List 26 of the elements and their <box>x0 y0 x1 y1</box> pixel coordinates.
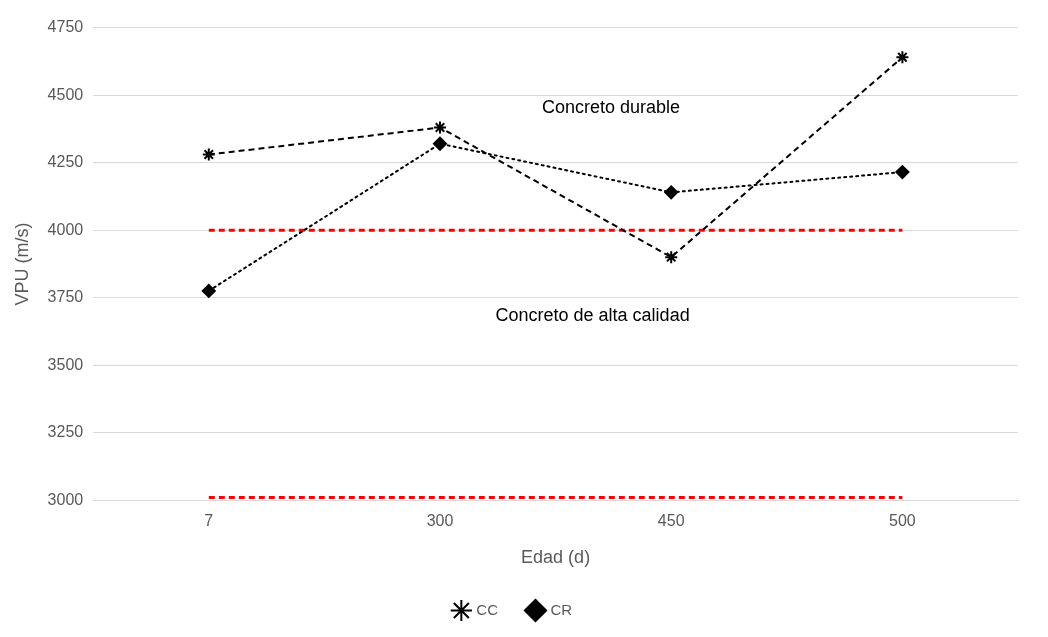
y-tick-label: 4750 <box>47 18 84 36</box>
point <box>664 250 679 265</box>
annotation: Concreto durable <box>542 96 681 117</box>
legend-label: CC <box>476 600 499 618</box>
point <box>201 147 216 162</box>
point <box>201 283 216 298</box>
y-tick-label: 4000 <box>47 220 84 238</box>
point <box>433 120 447 135</box>
point <box>664 185 679 200</box>
y-tick-label: 3000 <box>47 490 84 508</box>
point <box>433 136 447 151</box>
point <box>895 50 910 65</box>
annotation: Concreto de alta calidad <box>495 304 690 325</box>
y-tick-label: 3250 <box>47 423 84 441</box>
x-tick-label: 7 <box>204 512 214 530</box>
y-axis-title: VPU (m/s) <box>11 222 32 306</box>
legend-label: CR <box>550 600 573 618</box>
x-tick-label: 300 <box>426 512 454 530</box>
y-tick-label: 3750 <box>47 288 84 306</box>
point <box>895 165 910 180</box>
x-tick-label: 500 <box>889 512 916 530</box>
y-tick-label: 4500 <box>47 85 84 103</box>
y-tick-label: 4250 <box>47 153 84 171</box>
y-tick-label: 3500 <box>47 355 84 373</box>
x-axis-title: Edad (d) <box>521 547 591 568</box>
x-tick-label: 450 <box>657 512 685 530</box>
